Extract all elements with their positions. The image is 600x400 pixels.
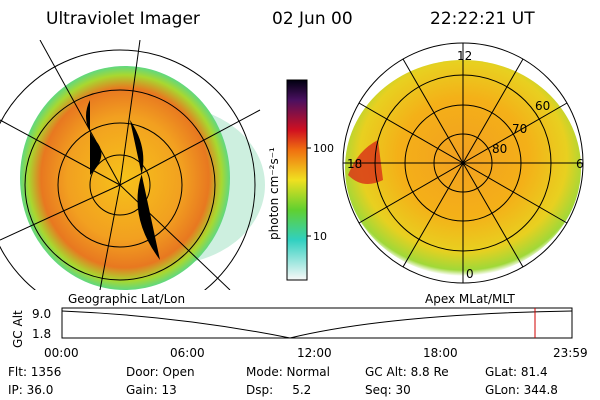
info-item: Flt: 1356 [8,365,61,379]
info-item: Mode: Normal [246,365,330,379]
left-caption: Geographic Lat/Lon [68,292,185,306]
info-item: Seq: 30 [365,383,411,397]
info-item: GC Alt: 8.8 Re [365,365,449,379]
timeline-y-label: GC Alt [11,310,25,348]
info-item: Dsp: 5.2 [246,383,311,397]
colorbar-label: photon cm⁻²s⁻¹ [267,147,281,240]
info-item: Door: Open [126,365,195,379]
right-caption: Apex MLat/MLT [425,292,515,306]
time: 22:22:21 UT [430,9,535,29]
timeline-frame [61,307,573,339]
timeline-x-tick: 23:59 [553,346,588,360]
mlat-label: 60 [535,99,550,113]
altitude-curve [61,310,573,339]
colorbar-tick-label: 100 [313,142,334,155]
info-item: GLon: 344.8 [485,383,558,397]
timeline-y-tick: 9.0 [32,307,51,321]
info-item: Gain: 13 [126,383,177,397]
info-item: IP: 36.0 [8,383,53,397]
mlat-label: 70 [512,122,527,136]
magnetic-image [342,42,584,284]
timeline-x-tick: 00:00 [44,346,79,360]
mlt-label: 18 [347,157,362,171]
mlt-label: 12 [457,49,472,63]
timeline-x-tick: 12:00 [297,346,332,360]
timeline-y-tick: 1.8 [32,327,51,341]
timeline-x-tick: 18:00 [423,346,458,360]
colorbar-tick-label: 10 [313,230,327,243]
colorbar [286,79,308,281]
timeline-x-tick: 06:00 [170,346,205,360]
mlat-label: 80 [492,142,507,156]
title: Ultraviolet Imager [46,9,200,29]
date: 02 Jun 00 [272,9,353,29]
info-item: GLat: 81.4 [485,365,548,379]
mlt-label: 6 [576,157,584,171]
mlt-label: 0 [466,267,474,281]
geographic-image [0,40,265,290]
